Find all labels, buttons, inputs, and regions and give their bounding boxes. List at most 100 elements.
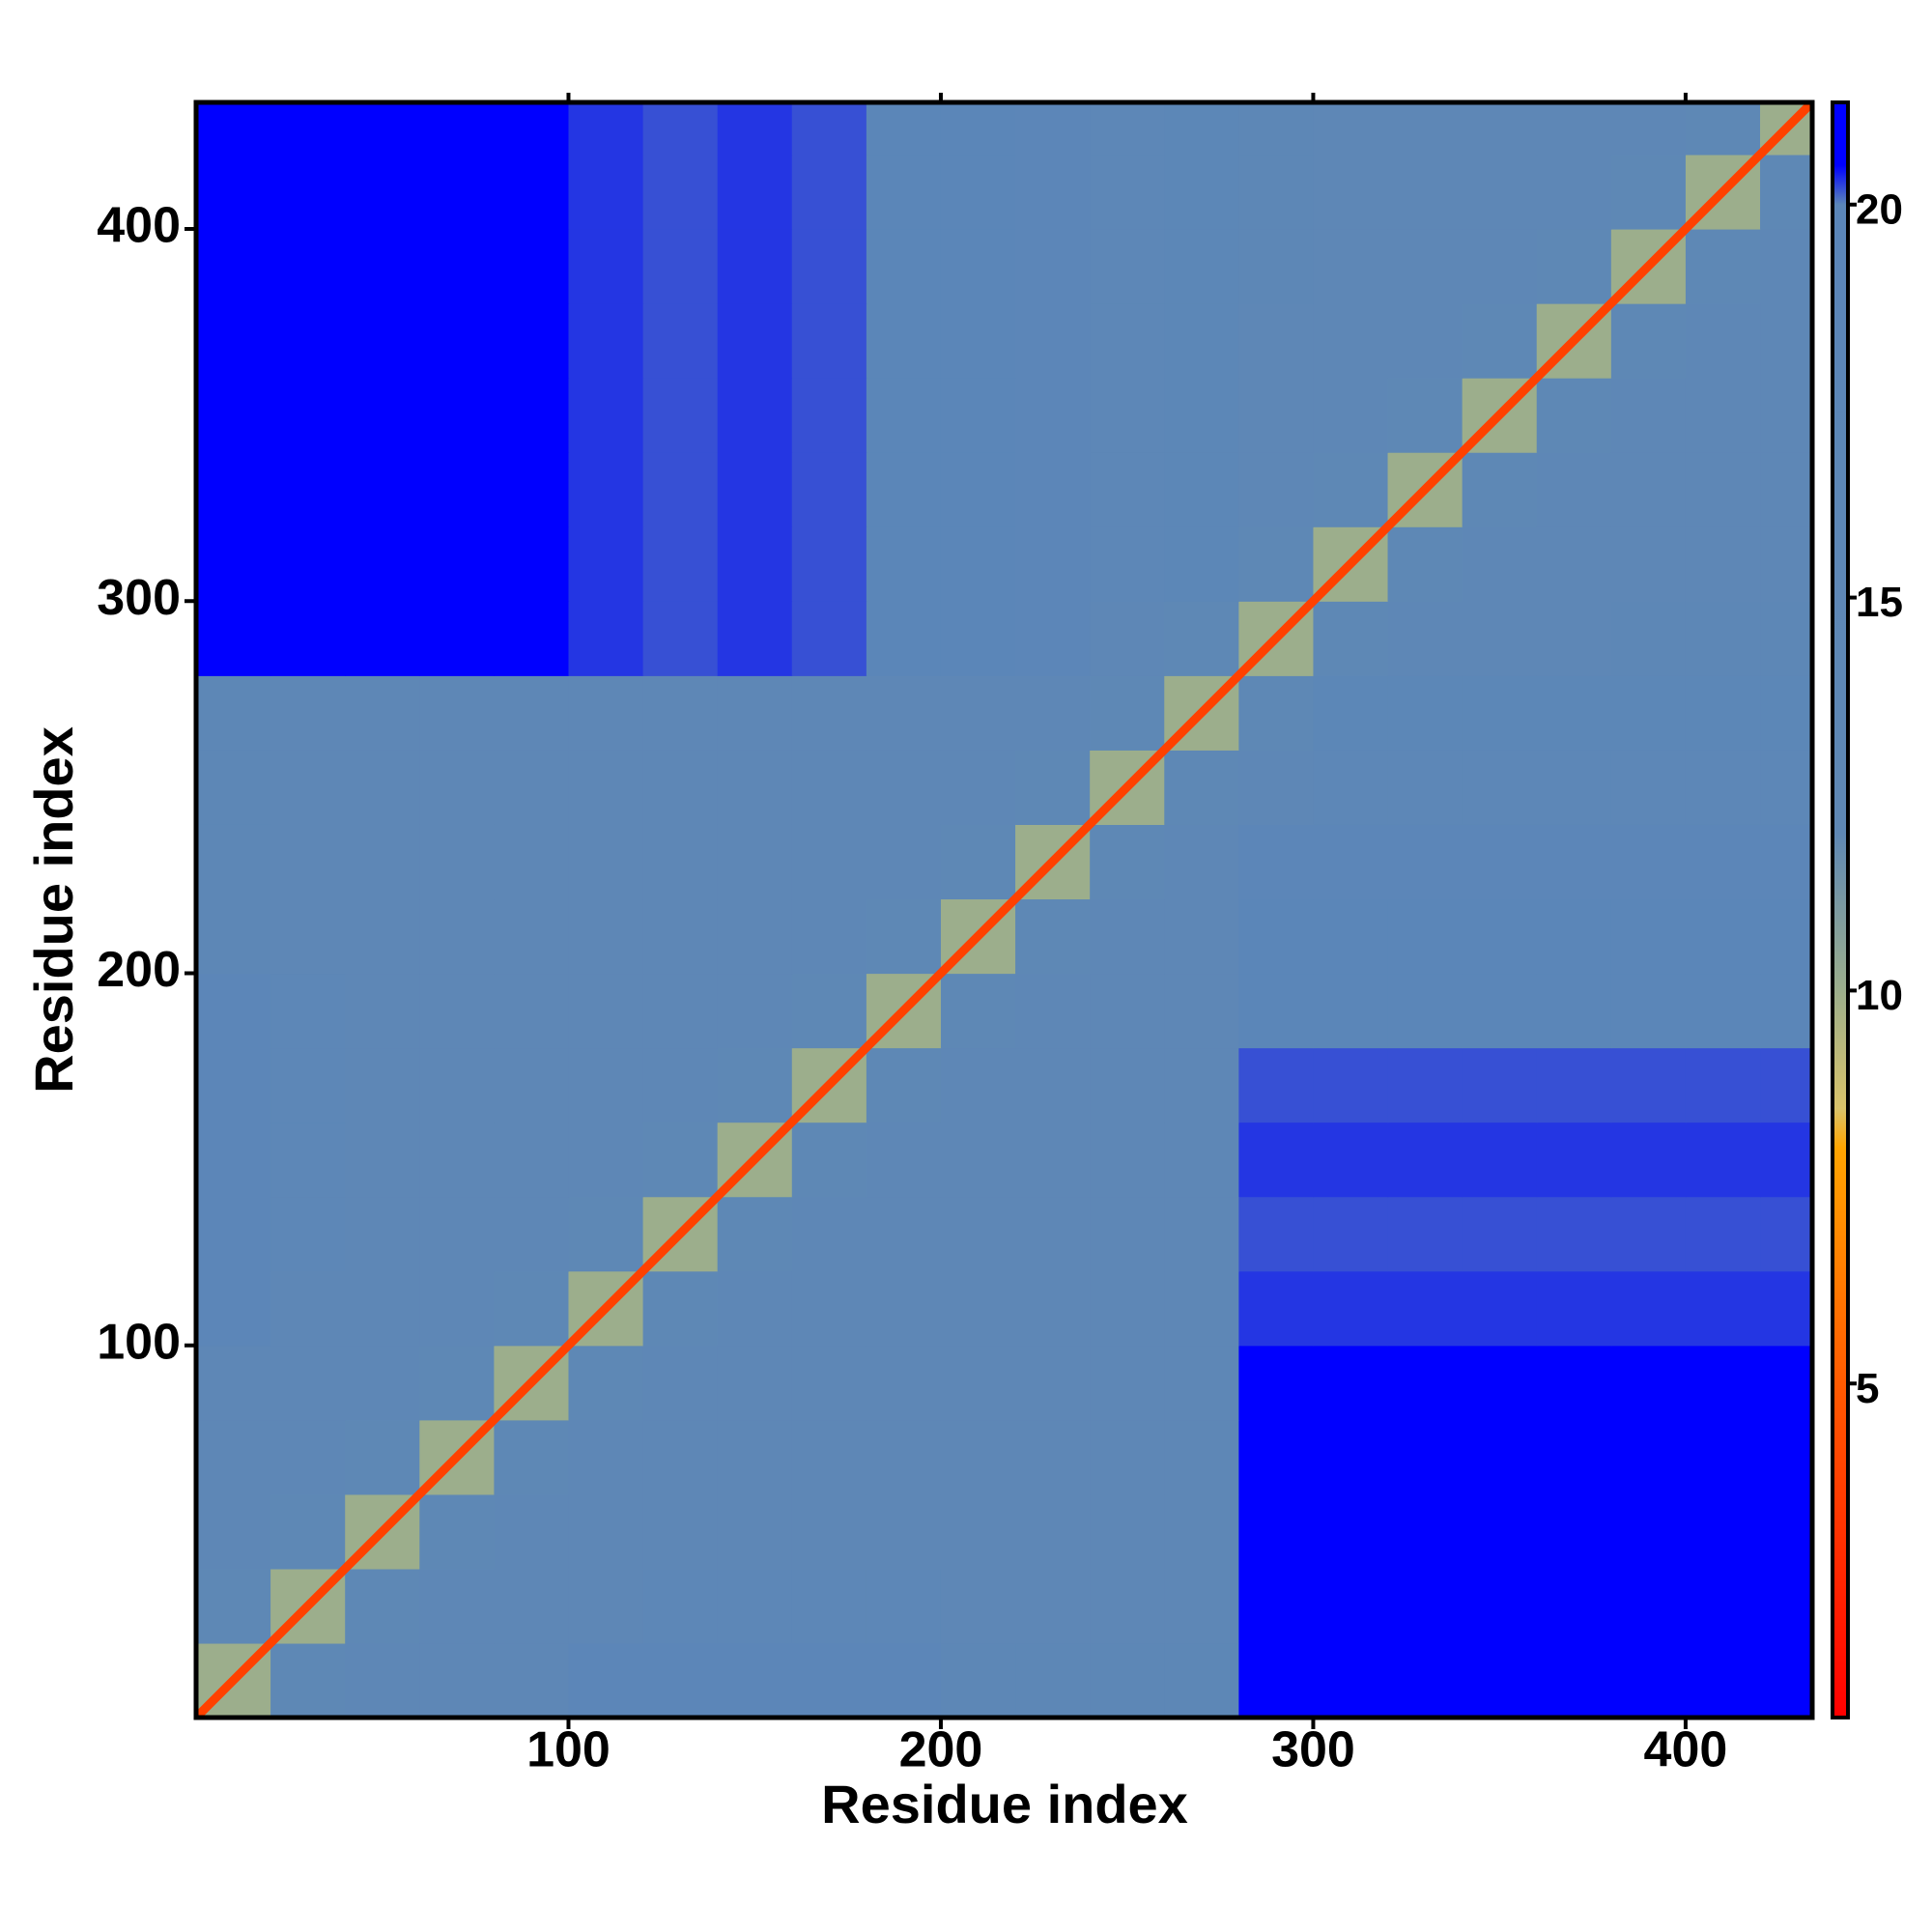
heatmap-cell <box>1685 675 1761 751</box>
heatmap-cell <box>1760 898 1812 975</box>
heatmap-cell <box>1015 1642 1091 1718</box>
heatmap-cell <box>1536 898 1612 975</box>
heatmap-cell <box>940 1568 1016 1644</box>
heatmap-cell <box>940 452 1016 527</box>
heatmap-cell <box>1238 452 1315 527</box>
heatmap-cell <box>419 898 495 975</box>
heatmap-cell <box>419 675 495 751</box>
heatmap-cell <box>866 378 942 453</box>
heatmap-cell <box>1462 526 1538 602</box>
heatmap-cell <box>345 526 420 602</box>
heatmap-cell <box>494 102 570 156</box>
heatmap-cell <box>196 601 271 676</box>
colorbar-tick-label: 5 <box>1856 1365 1879 1412</box>
heatmap-cell <box>717 824 793 900</box>
heatmap-cell <box>717 1047 793 1123</box>
heatmap-cell <box>419 378 495 453</box>
heatmap-cell <box>568 675 644 751</box>
heatmap-cell <box>1760 824 1812 900</box>
heatmap-cell <box>642 452 719 527</box>
heatmap-cell <box>1462 452 1538 527</box>
heatmap-cell <box>940 1345 1016 1421</box>
heatmap-cell <box>270 526 346 602</box>
heatmap-cell <box>270 452 346 527</box>
heatmap-cell <box>1164 750 1239 825</box>
heatmap-cell <box>642 1568 719 1644</box>
heatmap-cell <box>1685 1568 1761 1644</box>
heatmap-cell <box>1462 824 1538 900</box>
heatmap-cell <box>568 1642 644 1718</box>
heatmap-cell <box>494 1493 570 1570</box>
heatmap-cell <box>568 1196 644 1272</box>
heatmap-cell <box>1610 102 1687 156</box>
heatmap-cell <box>1536 228 1612 304</box>
x-tick-label: 100 <box>526 1722 611 1778</box>
heatmap-cell <box>642 526 719 602</box>
heatmap-cell <box>196 1196 271 1272</box>
heatmap-cell <box>1536 675 1612 751</box>
heatmap-cell <box>1760 452 1812 527</box>
heatmap-cell <box>642 1047 719 1123</box>
heatmap-cell <box>1164 1122 1239 1198</box>
heatmap-cell <box>568 154 644 230</box>
heatmap-cell <box>1610 1493 1687 1570</box>
heatmap-cell <box>791 102 867 156</box>
heatmap-cell <box>1090 675 1165 751</box>
heatmap-cell <box>791 154 867 230</box>
heatmap-cell <box>791 378 867 453</box>
heatmap-cell <box>791 1270 867 1347</box>
heatmap-cell <box>1536 973 1612 1049</box>
heatmap-cell <box>1090 824 1165 900</box>
heatmap-cell <box>1760 750 1812 825</box>
heatmap-cell <box>196 378 271 453</box>
heatmap-cell <box>1015 1047 1091 1123</box>
heatmap-cell <box>345 1196 420 1272</box>
heatmap-cell <box>1238 378 1315 453</box>
heatmap-cell <box>1462 1047 1538 1123</box>
heatmap-cell <box>642 750 719 825</box>
heatmap-cell <box>419 824 495 900</box>
heatmap-cell <box>1462 1568 1538 1644</box>
heatmap-cell <box>717 675 793 751</box>
heatmap-cell <box>642 154 719 230</box>
heatmap-cell <box>1760 675 1812 751</box>
heatmap-cell <box>270 1493 346 1570</box>
heatmap-cell <box>568 601 644 676</box>
heatmap-cell <box>866 303 942 379</box>
heatmap-cell <box>1685 1642 1761 1718</box>
heatmap-cell <box>940 824 1016 900</box>
heatmap-cell <box>642 675 719 751</box>
heatmap-cell <box>1090 228 1165 304</box>
heatmap-cell <box>1090 154 1165 230</box>
heatmap-cell <box>1090 1568 1165 1644</box>
heatmap-cell <box>196 1047 271 1123</box>
heatmap-cell <box>270 1270 346 1347</box>
heatmap-cell <box>1387 526 1463 602</box>
heatmap-cell <box>1164 154 1239 230</box>
heatmap-cell <box>642 898 719 975</box>
heatmap-cell <box>791 898 867 975</box>
heatmap-cell <box>1164 824 1239 900</box>
heatmap-cell <box>940 1196 1016 1272</box>
heatmap-cell <box>1536 1047 1612 1123</box>
heatmap-cell <box>791 1345 867 1421</box>
heatmap-cell <box>717 750 793 825</box>
heatmap-cell <box>270 378 346 453</box>
heatmap-cell <box>1015 1493 1091 1570</box>
heatmap-cell <box>1238 973 1315 1049</box>
heatmap-cell <box>419 1047 495 1123</box>
heatmap-cell <box>1387 1493 1463 1570</box>
heatmap-cell <box>642 1122 719 1198</box>
heatmap-cell <box>345 601 420 676</box>
heatmap-cell <box>1685 824 1761 900</box>
heatmap-cell <box>1090 378 1165 453</box>
heatmap-cell <box>494 303 570 379</box>
heatmap-cell <box>1760 973 1812 1049</box>
heatmap-cell <box>419 102 495 156</box>
heatmap-cell <box>1610 675 1687 751</box>
heatmap-cell <box>1238 1345 1315 1421</box>
heatmap-cell <box>568 228 644 304</box>
heatmap-cell <box>494 1419 570 1495</box>
heatmap-cell <box>1164 1345 1239 1421</box>
